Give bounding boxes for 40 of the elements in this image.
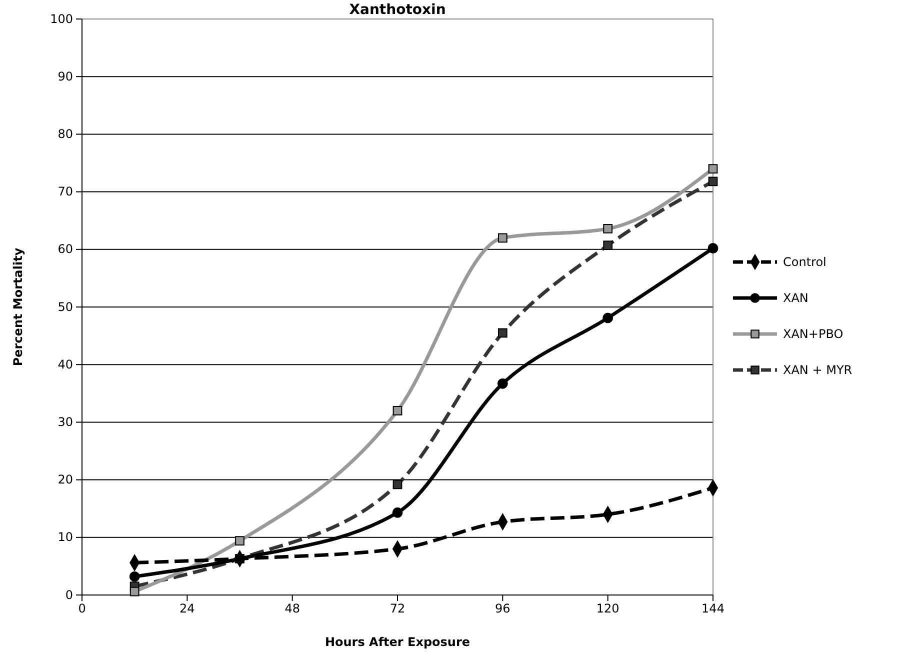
point <box>497 378 508 389</box>
y-tick-label: 50 <box>58 300 73 314</box>
chart-title: Xanthotoxin <box>349 2 446 18</box>
x-tick-label: 144 <box>702 602 724 616</box>
legend-label: Control <box>783 255 826 269</box>
point <box>130 586 140 596</box>
point <box>498 233 508 243</box>
point <box>603 224 613 234</box>
y-axis-title: Percent Mortality <box>11 248 25 366</box>
point <box>235 536 244 546</box>
x-tick-label: 24 <box>180 602 195 616</box>
x-tick-label: 48 <box>284 602 300 616</box>
y-tick-label: 40 <box>58 357 73 372</box>
y-tick-label: 100 <box>50 12 73 26</box>
point <box>708 176 718 186</box>
point <box>708 164 718 174</box>
point <box>129 571 140 582</box>
y-tick-label: 60 <box>58 242 73 256</box>
x-tick-label: 120 <box>596 602 620 616</box>
point <box>498 328 508 338</box>
point <box>603 240 613 250</box>
legend-label: XAN <box>783 291 808 305</box>
y-tick-label: 80 <box>58 127 73 142</box>
legend-label: XAN + MYR <box>783 363 852 377</box>
x-tick-label: 96 <box>495 602 510 616</box>
point <box>392 480 402 490</box>
y-tick-label: 0 <box>65 588 73 602</box>
point <box>708 243 718 254</box>
x-axis-title: Hours After Exposure <box>324 635 470 649</box>
point <box>602 312 614 324</box>
x-tick-label: 72 <box>390 602 406 616</box>
y-tick-label: 70 <box>58 184 73 199</box>
y-tick-label: 20 <box>58 472 73 487</box>
point <box>392 406 402 416</box>
y-tick-label: 30 <box>58 415 73 430</box>
legend-label: XAN+PBO <box>783 327 844 341</box>
y-tick-label: 90 <box>58 69 73 84</box>
y-tick-label: 10 <box>58 530 73 544</box>
x-tick-label: 0 <box>78 602 86 616</box>
point <box>392 507 403 518</box>
